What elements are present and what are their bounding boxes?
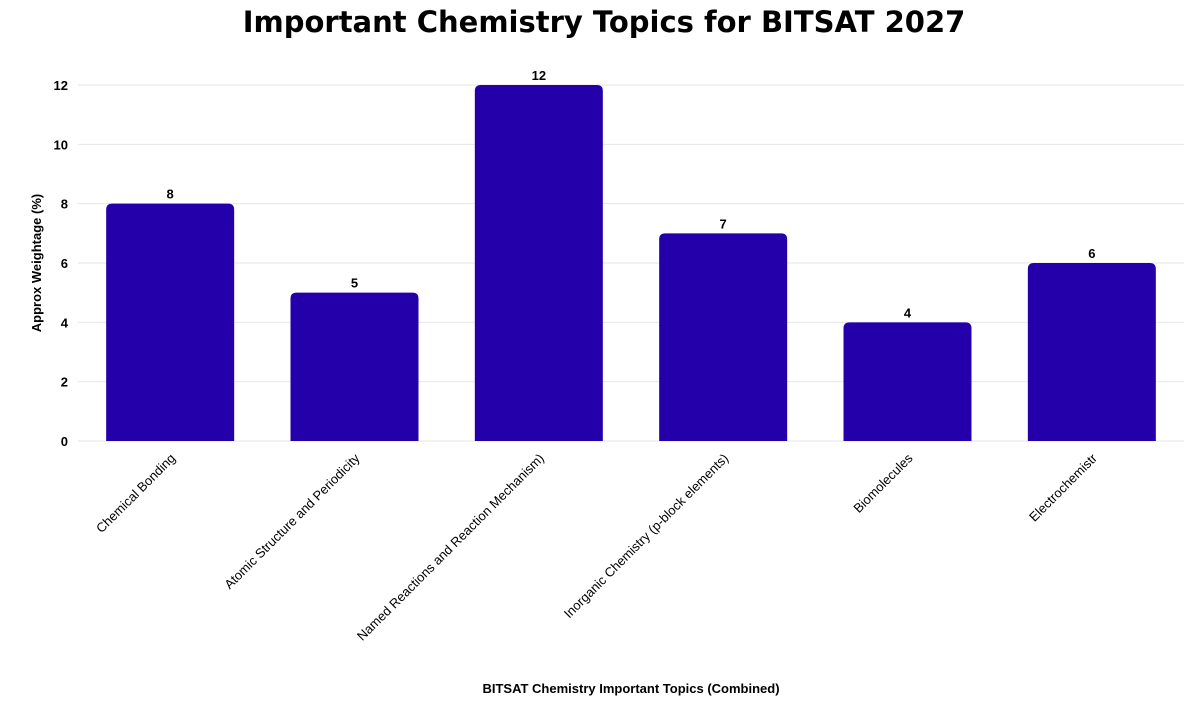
x-tick-label: Atomic Structure and Periodicity <box>221 450 363 592</box>
bars <box>106 85 1156 441</box>
bar <box>659 233 788 441</box>
x-tick-label: Biomolecules <box>850 450 916 516</box>
data-labels: 8 5 12 7 4 6 <box>167 68 1096 320</box>
y-tick-label: 2 <box>61 375 68 390</box>
y-tick-label: 0 <box>61 434 68 449</box>
x-axis-categories: Chemical Bonding Atomic Structure and Per… <box>93 450 1100 643</box>
bar <box>843 322 972 441</box>
x-tick-label: Chemical Bonding <box>93 451 178 536</box>
y-tick-label: 12 <box>54 78 68 93</box>
chart-title: Important Chemistry Topics for BITSAT 20… <box>243 5 966 39</box>
data-label: 4 <box>904 305 912 320</box>
data-label: 8 <box>167 187 174 202</box>
data-label: 7 <box>720 216 727 231</box>
x-axis-label: BITSAT Chemistry Important Topics (Combi… <box>482 681 779 696</box>
x-tick-label: Inorganic Chemistry (p-block elements) <box>561 451 732 622</box>
y-axis-ticks: 0 2 4 6 8 10 12 <box>54 78 69 449</box>
y-tick-label: 6 <box>61 256 68 271</box>
bar <box>1027 263 1156 441</box>
bar <box>474 85 603 441</box>
y-tick-label: 4 <box>61 315 69 330</box>
bar <box>106 203 235 441</box>
data-label: 6 <box>1088 246 1095 261</box>
x-tick-label: Named Reactions and Reaction Mechanism) <box>354 451 547 644</box>
bar <box>290 292 419 441</box>
y-tick-label: 8 <box>61 197 68 212</box>
data-label: 5 <box>351 276 358 291</box>
gridlines <box>78 84 1184 442</box>
y-tick-label: 10 <box>54 137 68 152</box>
y-axis-label: Approx Weightage (%) <box>29 194 44 332</box>
data-label: 12 <box>532 68 546 83</box>
x-tick-label: Electrochemistr <box>1026 450 1100 524</box>
